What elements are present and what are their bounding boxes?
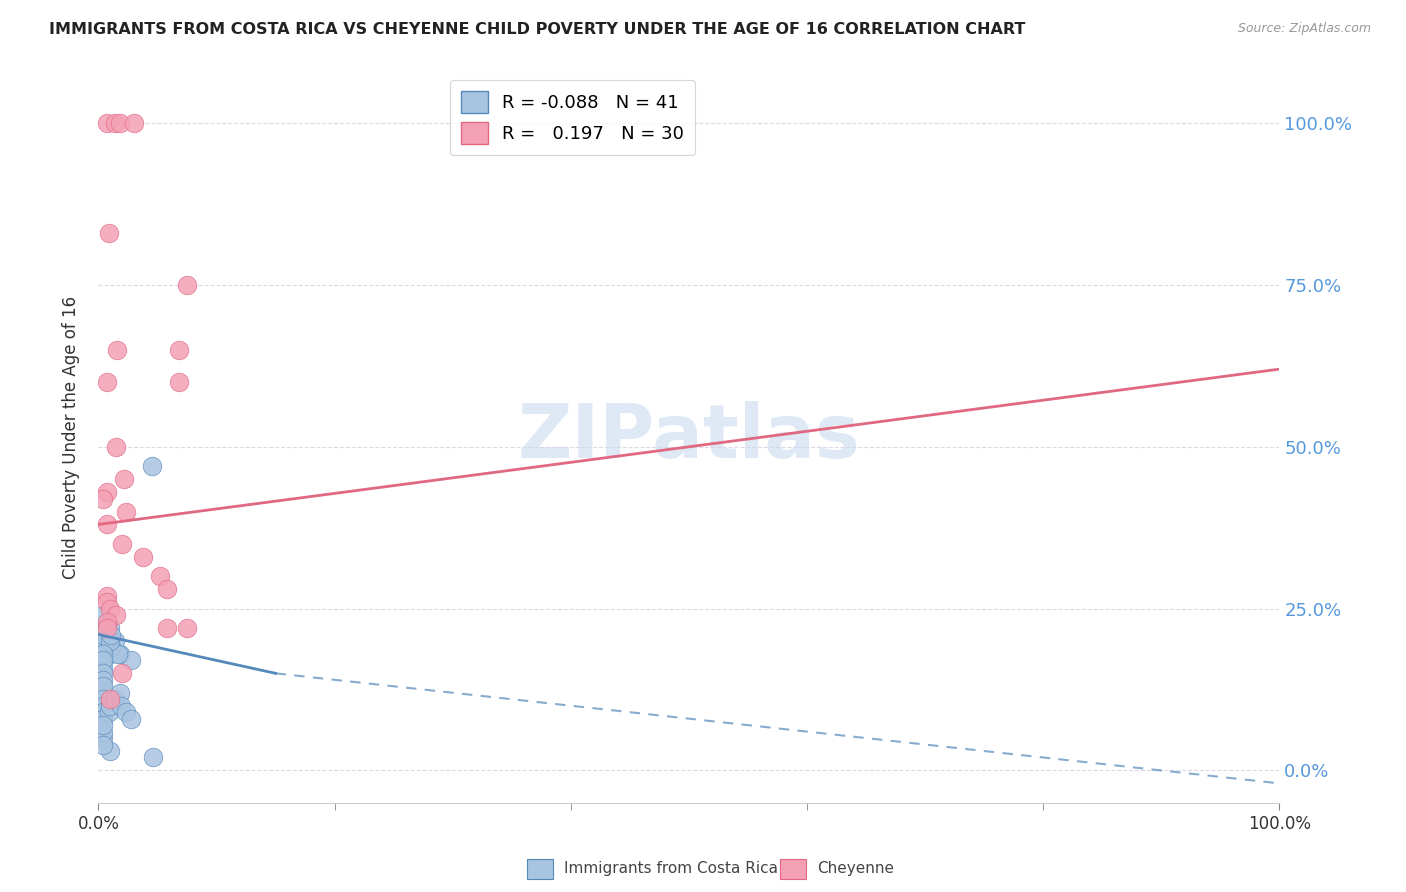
Point [96, 615, 118, 629]
Point [98, 698, 121, 713]
Point [91, 653, 114, 667]
Point [96, 375, 118, 389]
Point [96, 615, 118, 629]
Point [91, 634, 114, 648]
Point [121, 653, 143, 667]
Point [108, 116, 131, 130]
Point [104, 692, 127, 706]
Point [91, 731, 114, 745]
Point [91, 608, 114, 623]
Point [156, 621, 179, 635]
Point [96, 589, 118, 603]
Point [110, 698, 132, 713]
Legend: R = -0.088   N = 41, R =   0.197   N = 30: R = -0.088 N = 41, R = 0.197 N = 30 [450, 80, 695, 155]
Point [112, 472, 135, 486]
Point [91, 491, 114, 506]
Point [91, 673, 114, 687]
Text: Source: ZipAtlas.com: Source: ZipAtlas.com [1237, 22, 1371, 36]
Point [96, 485, 118, 500]
Point [111, 537, 134, 551]
Point [156, 582, 179, 597]
Point [91, 686, 114, 700]
Point [96, 595, 118, 609]
Point [96, 621, 118, 635]
Point [98, 621, 121, 635]
Point [142, 750, 165, 764]
Point [104, 116, 127, 130]
Point [108, 647, 131, 661]
Point [91, 621, 114, 635]
Point [91, 640, 114, 655]
Point [91, 712, 114, 726]
Point [91, 660, 114, 674]
Point [98, 744, 121, 758]
Point [104, 634, 127, 648]
Point [176, 277, 198, 292]
Point [122, 116, 145, 130]
Point [114, 504, 136, 518]
Point [91, 627, 114, 641]
Point [98, 705, 121, 719]
Point [91, 724, 114, 739]
Point [105, 440, 128, 454]
Point [100, 627, 122, 641]
Point [105, 343, 128, 357]
Text: IMMIGRANTS FROM COSTA RICA VS CHEYENNE CHILD POVERTY UNDER THE AGE OF 16 CORRELA: IMMIGRANTS FROM COSTA RICA VS CHEYENNE C… [49, 22, 1025, 37]
Point [141, 459, 163, 474]
Point [91, 718, 114, 732]
Point [114, 705, 136, 719]
Point [132, 549, 155, 564]
Point [176, 621, 198, 635]
Point [98, 634, 121, 648]
Point [108, 686, 131, 700]
Point [100, 640, 122, 655]
Text: Immigrants from Costa Rica: Immigrants from Costa Rica [564, 862, 778, 876]
Point [121, 712, 143, 726]
Point [98, 647, 121, 661]
Point [91, 738, 114, 752]
Y-axis label: Child Poverty Under the Age of 16: Child Poverty Under the Age of 16 [62, 295, 80, 579]
Point [91, 679, 114, 693]
Point [91, 692, 114, 706]
Point [96, 116, 118, 130]
Point [98, 226, 121, 240]
Text: Cheyenne: Cheyenne [817, 862, 894, 876]
Point [91, 666, 114, 681]
Point [167, 343, 190, 357]
Point [91, 647, 114, 661]
Point [167, 375, 190, 389]
Point [91, 705, 114, 719]
Point [111, 666, 134, 681]
Point [96, 627, 118, 641]
Point [98, 601, 121, 615]
Point [107, 647, 129, 661]
Text: ZIPatlas: ZIPatlas [517, 401, 860, 474]
Point [149, 569, 172, 583]
Point [105, 608, 128, 623]
Point [91, 698, 114, 713]
Point [98, 692, 121, 706]
Point [96, 517, 118, 532]
